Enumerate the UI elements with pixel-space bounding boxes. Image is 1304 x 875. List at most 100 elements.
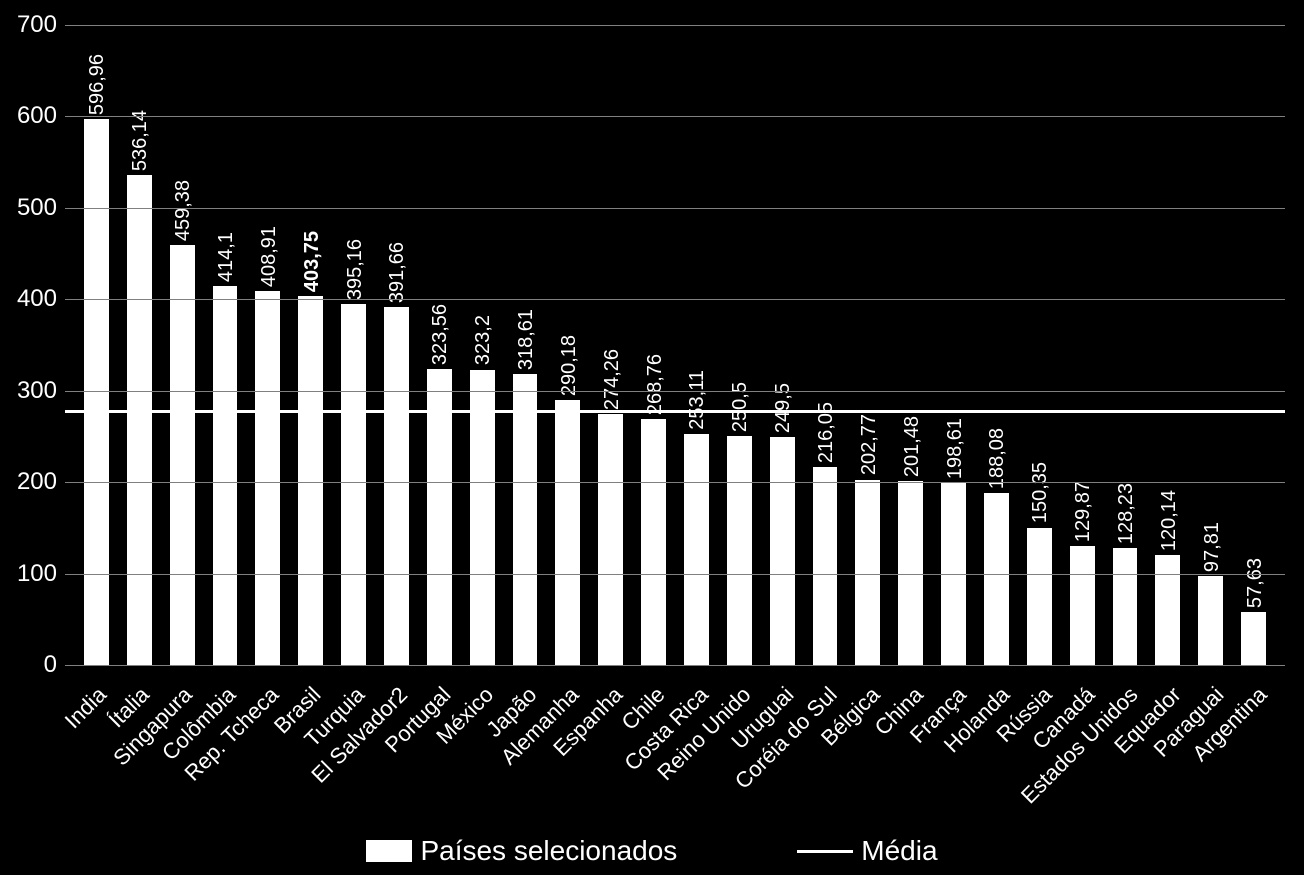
- y-tick-label: 0: [44, 651, 57, 679]
- bar: 57,63: [1241, 612, 1266, 665]
- bar-value-label: 202,77: [858, 414, 881, 475]
- bar-slot: 57,63: [1232, 25, 1275, 665]
- grid-line: [65, 665, 1285, 666]
- grid-line: [65, 116, 1285, 117]
- bar: 323,56: [427, 369, 452, 665]
- grid-line: [65, 299, 1285, 300]
- y-tick-label: 100: [17, 560, 57, 588]
- bar-slot: 323,56: [418, 25, 461, 665]
- bar-slot: 318,61: [504, 25, 547, 665]
- bar-slot: 391,66: [375, 25, 418, 665]
- bar-value-label: 290,18: [558, 335, 581, 396]
- y-tick-label: 300: [17, 377, 57, 405]
- bar-slot: 459,38: [161, 25, 204, 665]
- bar-value-label: 536,14: [129, 110, 152, 171]
- bar-value-label: 391,66: [386, 242, 409, 303]
- legend-mean-label: Média: [861, 835, 937, 867]
- bar-value-label: 128,23: [1115, 483, 1138, 544]
- mean-line: [65, 410, 1285, 413]
- bar-slot: 250,5: [718, 25, 761, 665]
- bar: 128,23: [1113, 548, 1138, 665]
- bar: 249,5: [770, 437, 795, 665]
- grid-line: [65, 482, 1285, 483]
- bar-value-label: 403,75: [301, 231, 324, 292]
- bar: 403,75: [298, 296, 323, 665]
- bar-slot: 395,16: [332, 25, 375, 665]
- bar-slot: 201,48: [889, 25, 932, 665]
- bar: 536,14: [127, 175, 152, 665]
- bar-value-label: 596,96: [86, 54, 109, 115]
- bar-slot: 198,61: [932, 25, 975, 665]
- bar: 596,96: [84, 119, 109, 665]
- legend-item-mean: Média: [797, 835, 937, 867]
- bar-slot: 536,14: [118, 25, 161, 665]
- plot-area: 596,96 536,14 459,38 414,1 408,91 403,75 395,1…: [65, 25, 1285, 665]
- legend: Países selecionados Média: [0, 835, 1304, 867]
- bar-value-label: 268,76: [644, 354, 667, 415]
- bar-slot: 323,2: [461, 25, 504, 665]
- bar-value-label: 408,91: [258, 226, 281, 287]
- bar-slot: 408,91: [246, 25, 289, 665]
- bar: 274,26: [598, 414, 623, 665]
- bar-slot: 414,1: [204, 25, 247, 665]
- x-label: Argentina: [1236, 670, 1279, 805]
- bar-value-label: 395,16: [344, 239, 367, 300]
- bar: 120,14: [1155, 555, 1180, 665]
- bar: 323,2: [470, 370, 495, 665]
- bar: 188,08: [984, 493, 1009, 665]
- bar-slot: 97,81: [1189, 25, 1232, 665]
- bar-slot: 120,14: [1146, 25, 1189, 665]
- x-axis-labels: IndiaÍtaliaSingapuraColômbiaRep. TchecaB…: [75, 670, 1279, 805]
- y-tick-label: 400: [17, 285, 57, 313]
- chart-container: 0100200300400500600700 596,96536,14459,3…: [0, 0, 1304, 875]
- bar-value-label: 250,5: [729, 382, 752, 432]
- bar-value-label: 150,35: [1029, 462, 1052, 523]
- bar: 408,91: [255, 291, 280, 665]
- y-tick-label: 200: [17, 468, 57, 496]
- bar-slot: 596,96: [75, 25, 118, 665]
- y-axis: 0100200300400500600700: [0, 25, 65, 665]
- bar-slot: 216,05: [804, 25, 847, 665]
- legend-item-series: Países selecionados: [366, 835, 677, 867]
- x-label: Espanha: [591, 670, 634, 805]
- bar-slot: 128,23: [1104, 25, 1147, 665]
- bar-value-label: 323,56: [429, 304, 452, 365]
- bar-value-label: 323,2: [472, 315, 495, 365]
- x-label: India: [75, 670, 118, 805]
- bar-slot: 274,26: [589, 25, 632, 665]
- bars-group: 596,96 536,14 459,38 414,1 408,91 403,75 395,1…: [75, 25, 1275, 665]
- bar: 202,77: [855, 480, 880, 665]
- y-tick-label: 500: [17, 194, 57, 222]
- bar-slot: 202,77: [846, 25, 889, 665]
- bar: 129,87: [1070, 546, 1095, 665]
- legend-swatch-bar: [366, 840, 412, 862]
- bar-value-label: 253,11: [686, 370, 709, 430]
- bar-value-label: 188,08: [986, 428, 1009, 489]
- bar-value-label: 274,26: [601, 349, 624, 410]
- bar-slot: 403,75: [289, 25, 332, 665]
- bar: 268,76: [641, 419, 666, 665]
- bar-value-label: 201,48: [901, 416, 924, 477]
- grid-line: [65, 391, 1285, 392]
- legend-series-label: Países selecionados: [420, 835, 677, 867]
- legend-swatch-line: [797, 850, 853, 853]
- bar-slot: 129,87: [1061, 25, 1104, 665]
- x-label: Rep. Tcheca: [247, 670, 290, 805]
- y-tick-label: 600: [17, 102, 57, 130]
- bar-value-label: 198,61: [944, 418, 967, 479]
- bar: 414,1: [213, 286, 238, 665]
- bar-value-label: 57,63: [1244, 558, 1267, 608]
- bar-slot: 249,5: [761, 25, 804, 665]
- bar-value-label: 97,81: [1201, 522, 1224, 572]
- bar-slot: 268,76: [632, 25, 675, 665]
- bar-slot: 253,11: [675, 25, 718, 665]
- bar-value-label: 318,61: [515, 309, 538, 370]
- bar-value-label: 129,87: [1072, 481, 1095, 542]
- grid-line: [65, 25, 1285, 26]
- grid-line: [65, 208, 1285, 209]
- grid-line: [65, 574, 1285, 575]
- bar-value-label: 414,1: [215, 232, 238, 282]
- bar: 391,66: [384, 307, 409, 665]
- bar: 97,81: [1198, 576, 1223, 665]
- bar: 318,61: [513, 374, 538, 665]
